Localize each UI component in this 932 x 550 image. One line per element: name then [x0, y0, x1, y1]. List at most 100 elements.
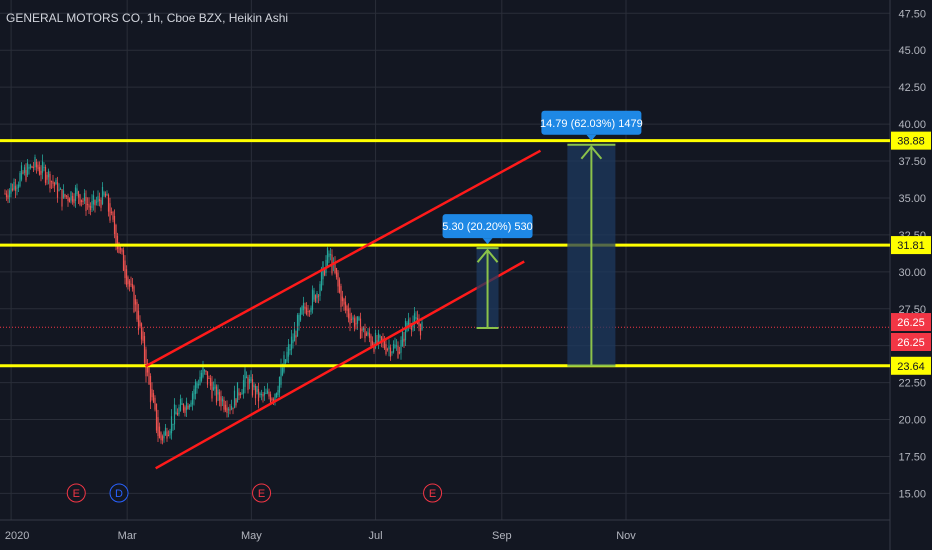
current-price-tag: 26.25 [897, 317, 925, 329]
earnings-marker [423, 483, 443, 503]
candle-body [398, 351, 401, 354]
candle-body [379, 335, 381, 338]
candle-body [250, 376, 252, 382]
candle-body [253, 384, 255, 388]
candle-body [280, 365, 282, 385]
candle-body [236, 382, 239, 403]
event-marker-label: D [115, 488, 123, 500]
candle-body [349, 313, 351, 325]
candle-body [212, 387, 215, 391]
candle-body [241, 392, 243, 395]
channel-trend-line [144, 149, 542, 368]
candle-body [188, 405, 191, 408]
candle-body [377, 333, 380, 342]
time-tick-label: May [241, 530, 262, 542]
candle-body [356, 316, 359, 324]
candle-body [67, 195, 69, 202]
candle-body [17, 184, 20, 188]
candle-body [139, 320, 141, 327]
candle-body [110, 211, 113, 213]
candle-body [284, 359, 287, 364]
candle-body [358, 317, 360, 321]
candle-body [83, 193, 86, 201]
candle-body [112, 212, 114, 220]
candle-body [185, 401, 188, 411]
candle-body [100, 200, 102, 208]
candle-body [61, 189, 63, 207]
candle-body [43, 166, 45, 168]
candle-body [383, 339, 386, 349]
candle-body [389, 347, 392, 357]
candle-body [386, 349, 389, 351]
candle-body [226, 407, 228, 413]
candle-body [359, 318, 362, 339]
candle-body [316, 293, 318, 299]
candle-body [140, 323, 143, 340]
candle-body [202, 365, 204, 377]
candle-body [130, 283, 132, 285]
candle-body [281, 368, 284, 376]
candle-body [311, 289, 314, 310]
candle-body [32, 167, 35, 169]
candle-body [329, 253, 332, 256]
candle-body [419, 323, 422, 336]
candle-body [158, 426, 161, 439]
candle-body [392, 344, 395, 353]
candle-body [404, 320, 407, 341]
candle-body [217, 389, 219, 395]
candle-body [25, 170, 27, 181]
candle-body [50, 181, 53, 183]
candle-body [119, 247, 122, 250]
candle-body [232, 407, 234, 409]
candle-body [187, 405, 189, 410]
candle-body [334, 263, 336, 273]
candle-body [206, 371, 209, 385]
candle-body [328, 253, 330, 258]
candle-body [49, 173, 51, 189]
candle-body [269, 394, 272, 403]
candle-body [196, 382, 198, 388]
time-tick-label: Sep [492, 530, 512, 542]
candle-body [92, 195, 95, 205]
price-tick-label: 47.50 [898, 8, 926, 20]
candle-body [421, 322, 423, 330]
candle-body [104, 193, 107, 198]
candle-body [374, 332, 377, 348]
candle-body [259, 393, 261, 396]
candle-body [230, 405, 233, 410]
candle-body [10, 183, 12, 194]
candle-body [286, 351, 288, 362]
candle-body [262, 394, 264, 397]
candle-body [13, 182, 15, 190]
candle-body [47, 170, 50, 178]
candle-body [305, 307, 308, 315]
candle-body [175, 411, 177, 415]
candle-body [155, 403, 158, 431]
candle-body [193, 389, 195, 399]
candle-body [341, 296, 344, 302]
candle-body [247, 377, 249, 390]
candle-body [395, 345, 398, 347]
candle-body [208, 377, 210, 379]
candle-body [106, 194, 108, 196]
channel-trend-line [155, 260, 525, 470]
measure-label-text: 14.79 (62.03%) 1479 [540, 118, 643, 130]
candle-body [103, 192, 105, 196]
measure-label-pointer [586, 134, 597, 141]
candle-body [152, 393, 155, 403]
candle-body [287, 344, 290, 357]
candle-body [221, 398, 224, 402]
candle-body [355, 323, 357, 325]
candle-body [242, 380, 245, 394]
candle-body [151, 389, 153, 398]
candle-body [70, 191, 72, 201]
candle-body [52, 181, 54, 184]
candle-body [373, 343, 375, 352]
price-tick-label: 15.00 [898, 488, 926, 500]
candle-body [260, 394, 263, 396]
candle-body [77, 191, 80, 198]
candle-body [149, 376, 152, 403]
candle-body [337, 272, 339, 287]
candle-body [308, 311, 311, 313]
